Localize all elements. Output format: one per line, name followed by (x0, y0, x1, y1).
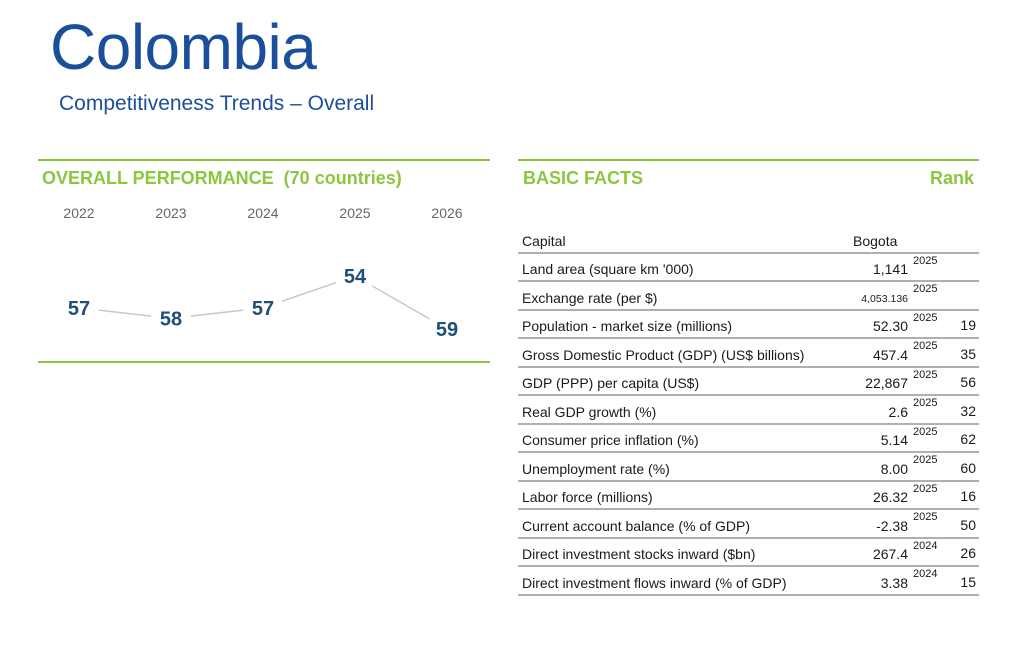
overall-performance-heading: OVERALL PERFORMANCE (70 countries) (42, 168, 402, 188)
fact-rank: 56 (960, 374, 976, 390)
fact-value: 5.14 (880, 432, 908, 448)
rank-point-label: 54 (344, 266, 367, 288)
fact-year: 2025 (913, 254, 938, 267)
trend-line-segment (371, 285, 431, 320)
fact-value: 2.6 (888, 403, 908, 420)
year-label: 2022 (63, 205, 94, 221)
fact-row: Current account balance (% of GDP) -2.38 2… (518, 510, 979, 539)
rank-point-label: 59 (436, 319, 458, 341)
rank-point-label: 57 (68, 298, 90, 320)
fact-label: Unemployment rate (%) (522, 460, 670, 477)
fact-label: Direct investment stocks inward ($bn) (522, 546, 756, 562)
fact-value: 3.38 (880, 574, 908, 591)
fact-label: Population - market size (millions) (522, 318, 733, 334)
fact-value: 52.30 (872, 318, 908, 334)
year-label: 2023 (155, 205, 186, 221)
fact-year: 2024 (913, 568, 938, 580)
fact-value: 457.4 (872, 346, 908, 363)
fact-year: 2025 (913, 340, 938, 352)
fact-row: Population - market size (millions) 52.30… (518, 311, 979, 339)
year-label: 2025 (339, 205, 370, 221)
rank-point-label: 57 (252, 298, 274, 320)
overall-performance-panel: OVERALL PERFORMANCE (70 countries) 2022 2… (38, 159, 490, 363)
fact-row: Direct investment stocks inward ($bn) 267… (518, 539, 979, 567)
year-label: 2026 (431, 205, 462, 221)
fact-value: 4,053.136 (861, 292, 908, 305)
fact-year: 2025 (913, 311, 938, 324)
fact-value: 8.00 (880, 460, 908, 477)
basic-facts-heading: BASIC FACTS (523, 168, 644, 188)
fact-rank: 19 (960, 317, 976, 333)
rank-heading: Rank (929, 168, 974, 188)
fact-value: 26.32 (872, 489, 908, 505)
fact-row: Unemployment rate (%) 8.00 2025 60 (518, 453, 979, 482)
fact-label: Land area (square km '000) (522, 261, 694, 277)
fact-rank: 50 (960, 516, 976, 533)
fact-label: Direct investment flows inward (% of GDP… (522, 574, 787, 591)
fact-label: Real GDP growth (%) (522, 403, 657, 420)
trend-line-segment (98, 309, 152, 317)
fact-label: Consumer price inflation (%) (522, 432, 699, 448)
fact-label: Current account balance (% of GDP) (522, 517, 750, 534)
fact-rank: 62 (960, 431, 976, 447)
fact-value: 22,867 (865, 375, 908, 391)
fact-label: Exchange rate (per $) (522, 289, 658, 306)
fact-year: 2024 (913, 539, 938, 552)
fact-value: 267.4 (872, 546, 908, 562)
fact-row: Direct investment flows inward (% of GDP… (518, 567, 979, 596)
fact-rank: 26 (960, 545, 976, 561)
fact-rank: 16 (960, 488, 976, 504)
page-title: Colombia (50, 11, 317, 83)
fact-year: 2025 (913, 482, 938, 495)
fact-row: GDP (PPP) per capita (US$) 22,867 2025 56 (518, 368, 979, 396)
fact-label: Labor force (millions) (522, 489, 653, 505)
rank-point-label: 58 (160, 308, 182, 330)
fact-year: 2025 (913, 283, 938, 295)
fact-rank: 32 (960, 402, 976, 419)
fact-value: Bogota (853, 232, 898, 249)
overall-performance-chart: 2022 2023 2024 2025 2026 57 58 57 54 59 (63, 205, 462, 341)
fact-label: GDP (PPP) per capita (US$) (522, 375, 700, 391)
fact-value: 1,141 (872, 261, 908, 277)
fact-value: -2.38 (876, 517, 908, 534)
fact-year: 2025 (913, 425, 938, 438)
fact-label: Capital (522, 232, 566, 249)
fact-year: 2025 (913, 368, 938, 381)
fact-row: Capital Bogota (518, 225, 979, 254)
fact-rank: 60 (960, 459, 976, 476)
fact-row: Real GDP growth (%) 2.6 2025 32 (518, 396, 979, 425)
fact-row: Gross Domestic Product (GDP) (US$ billio… (518, 339, 979, 368)
fact-row: Exchange rate (per $) 4,053.136 2025 (518, 282, 979, 311)
fact-year: 2025 (913, 397, 938, 409)
fact-year: 2025 (913, 454, 938, 466)
basic-facts-panel: BASIC FACTS Rank (518, 159, 979, 359)
trend-line-segment (190, 309, 244, 317)
fact-row: Labor force (millions) 26.32 2025 16 (518, 482, 979, 510)
year-label: 2024 (247, 205, 278, 221)
fact-rank: 15 (960, 573, 976, 590)
basic-facts-table: Capital Bogota Land area (square km '000) 1… (518, 225, 979, 596)
fact-row: Land area (square km '000) 1,141 2025 (518, 254, 979, 282)
fact-year: 2025 (913, 511, 938, 523)
page-subtitle: Competitiveness Trends – Overall (59, 92, 375, 115)
fact-rank: 35 (960, 345, 976, 362)
trend-line-segment (281, 281, 337, 302)
fact-label: Gross Domestic Product (GDP) (US$ billio… (522, 346, 805, 363)
fact-row: Consumer price inflation (%) 5.14 2025 62 (518, 425, 979, 453)
